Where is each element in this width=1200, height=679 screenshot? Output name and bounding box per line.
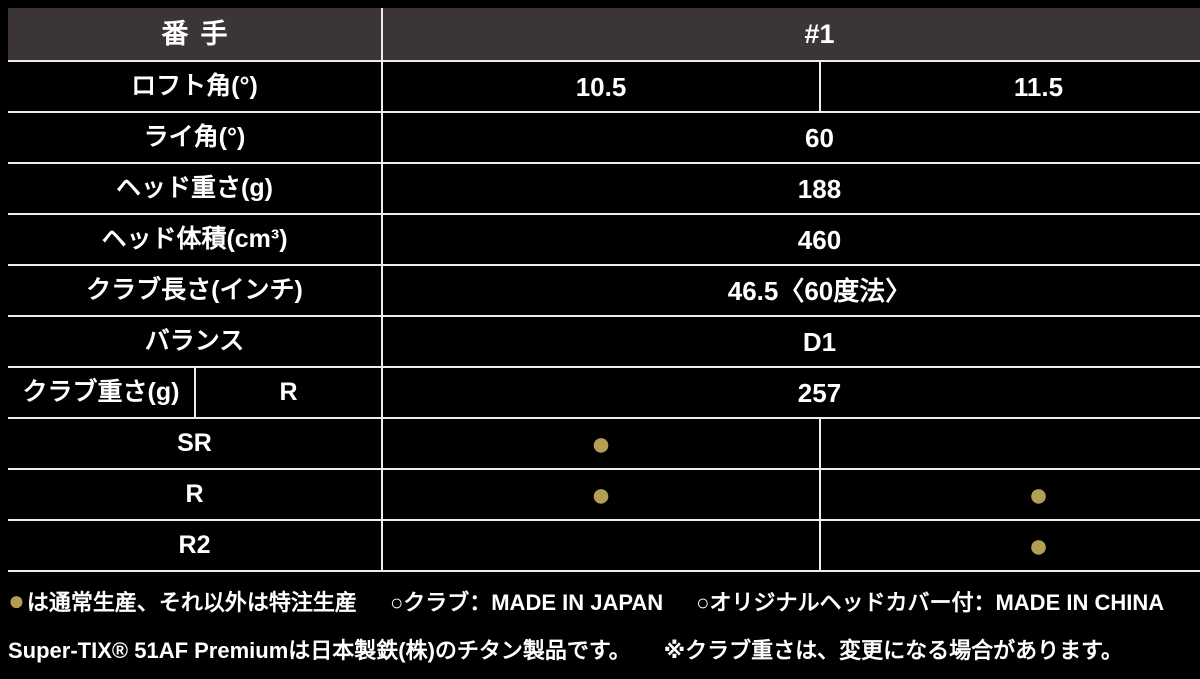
availability-dot: ● xyxy=(1028,475,1049,514)
row-label: クラブ重さ(g) xyxy=(8,368,196,417)
row-flex-r: R ● ● xyxy=(8,470,1200,521)
footnotes: ● は通常生産、それ以外は特注生産 ○クラブ：MADE IN JAPAN ○オリ… xyxy=(8,584,1188,666)
availability-dot: ● xyxy=(1028,526,1049,565)
row-flex-r2: R2 ● xyxy=(8,521,1200,572)
row-club-weight: クラブ重さ(g) R 257 xyxy=(8,368,1200,419)
table-header-row: 番手 #1 xyxy=(8,8,1200,62)
weight-change-note: ※クラブ重さは、変更になる場合があります。 xyxy=(663,638,1123,663)
lie-value: 60 xyxy=(805,122,834,153)
made-in-japan-note: ○クラブ：MADE IN JAPAN xyxy=(389,590,664,615)
header-number-cell: 番手 xyxy=(8,8,383,60)
footnote-line-1: ● は通常生産、それ以外は特注生産 ○クラブ：MADE IN JAPAN ○オリ… xyxy=(8,584,1188,618)
row-club-length: クラブ長さ(インチ) 46.5〈60度法〉 xyxy=(8,266,1200,317)
footnote-line-2: Super-TIX® 51AF Premiumは日本製鉄(株)のチタン製品です。… xyxy=(8,632,1188,666)
row-label: ヘッド重さ(g) xyxy=(8,164,383,213)
balance-value: D1 xyxy=(802,326,837,357)
headcover-origin-note: ○オリジナルヘッドカバー付：MADE IN CHINA xyxy=(696,590,1165,615)
row-label: R xyxy=(8,470,383,519)
row-label: ライ角(°) xyxy=(8,113,383,162)
material-note: Super-TIX® 51AF Premiumは日本製鉄(株)のチタン製品です。 xyxy=(8,638,631,663)
head-volume-value: 460 xyxy=(797,224,842,255)
row-label: ヘッド体積(cm³) xyxy=(8,215,383,264)
head-weight-value: 188 xyxy=(797,173,842,204)
row-flex-sr: SR ● xyxy=(8,419,1200,470)
row-label: バランス xyxy=(8,317,383,366)
row-balance: バランス D1 xyxy=(8,317,1200,368)
availability-dot: ● xyxy=(590,475,612,514)
legend-text: は通常生産、それ以外は特注生産 xyxy=(26,590,357,615)
row-label: クラブ長さ(インチ) xyxy=(8,266,383,315)
availability-dot: ● xyxy=(590,424,612,463)
header-club-number-cell: #1 xyxy=(804,18,835,49)
loft-value-2: 11.5 xyxy=(1013,71,1064,102)
club-weight-value: 257 xyxy=(797,377,842,408)
row-label: ロフト角(°) xyxy=(8,62,383,111)
club-weight-flex-label: R xyxy=(196,368,383,417)
loft-value-1: 10.5 xyxy=(383,62,821,111)
row-label: R2 xyxy=(8,521,383,570)
row-head-weight: ヘッド重さ(g) 188 xyxy=(8,164,1200,215)
spec-table: 番手 #1 ロフト角(°) 10.5 11.5 ライ角(°) 60 ヘッド重さ(… xyxy=(8,8,1200,572)
row-head-volume: ヘッド体積(cm³) 460 xyxy=(8,215,1200,266)
row-lie-angle: ライ角(°) 60 xyxy=(8,113,1200,164)
club-length-value: 46.5〈60度法〉 xyxy=(727,275,912,306)
row-label: SR xyxy=(8,419,383,468)
gold-dot-icon: ● xyxy=(8,585,25,616)
row-loft-angle: ロフト角(°) 10.5 11.5 xyxy=(8,62,1200,113)
